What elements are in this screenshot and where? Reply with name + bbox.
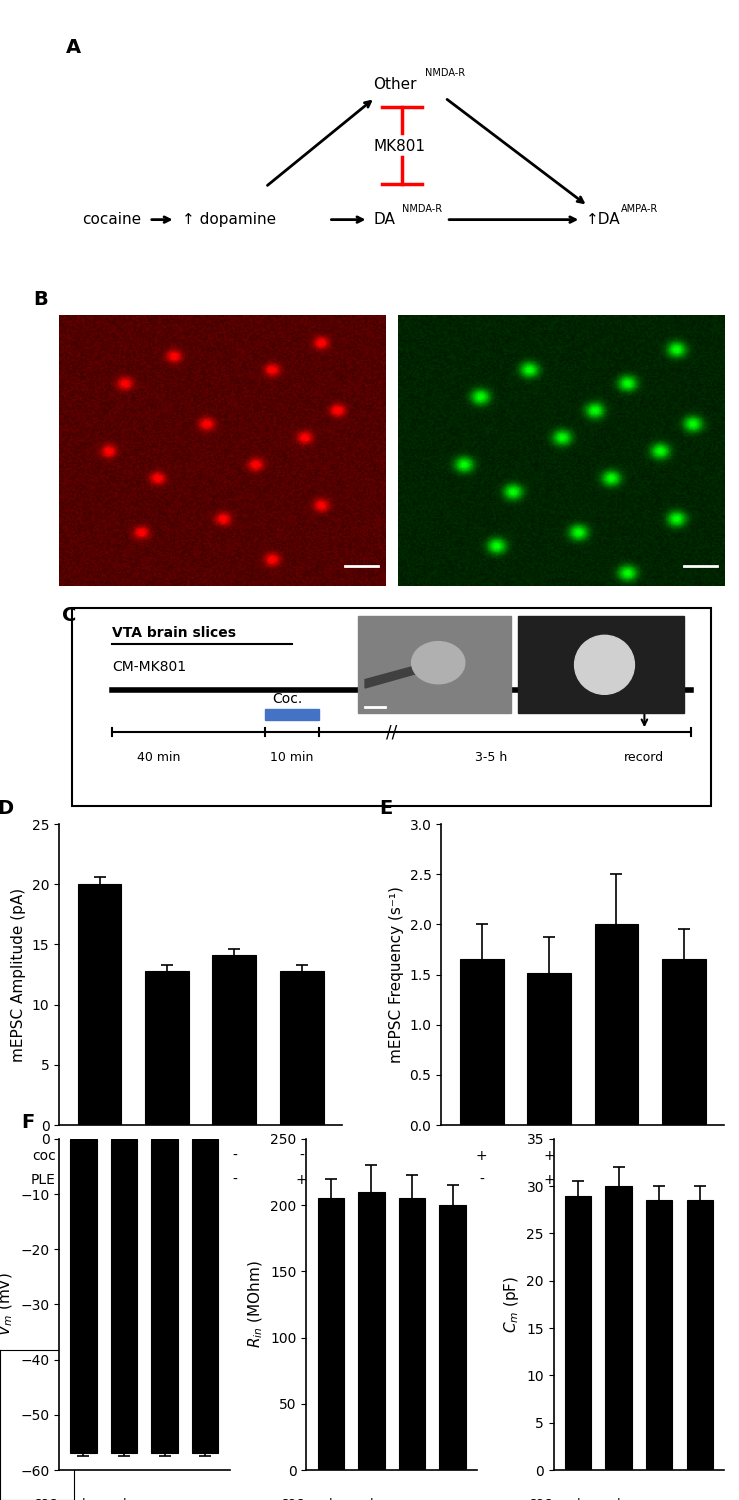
Text: -: -	[299, 1149, 304, 1162]
Bar	[318, 1198, 344, 1470]
Text: cocaine: cocaine	[83, 211, 142, 226]
Bar	[265, 710, 319, 720]
Text: +: +	[296, 1173, 307, 1186]
Text: B: B	[33, 291, 48, 309]
Text: +: +	[78, 1497, 89, 1500]
Bar	[192, 1138, 219, 1454]
Text: -: -	[97, 1173, 102, 1186]
Text: MK801: MK801	[373, 140, 425, 154]
Ellipse shape	[412, 642, 465, 684]
Text: +: +	[543, 1173, 555, 1186]
Text: +: +	[678, 1173, 689, 1186]
Y-axis label: $R_{in}$ (MOhm): $R_{in}$ (MOhm)	[246, 1260, 265, 1348]
Text: NMDA-R: NMDA-R	[402, 204, 442, 214]
Bar	[280, 970, 324, 1125]
Text: -: -	[681, 1149, 687, 1162]
Text: D: D	[0, 800, 13, 818]
Bar	[358, 616, 511, 714]
Ellipse shape	[575, 636, 634, 694]
Text: PLE: PLE	[413, 1173, 437, 1186]
Bar	[460, 960, 503, 1125]
Polygon shape	[365, 668, 425, 688]
Bar	[151, 1138, 178, 1454]
Y-axis label: $V_{m}$ (mV): $V_{m}$ (mV)	[0, 1272, 15, 1336]
Text: record: record	[624, 752, 664, 764]
Bar	[358, 1192, 384, 1470]
Text: +: +	[613, 1497, 624, 1500]
Text: 3-5 h: 3-5 h	[475, 752, 508, 764]
Bar	[70, 1138, 97, 1454]
Text: +: +	[118, 1497, 130, 1500]
Text: C: C	[62, 606, 77, 625]
Y-axis label: mEPSC Amplitude (pA): mEPSC Amplitude (pA)	[11, 888, 26, 1062]
Text: NMDA-R: NMDA-R	[425, 69, 465, 78]
Text: coc: coc	[528, 1497, 551, 1500]
Text: A: A	[66, 38, 81, 57]
Text: -: -	[614, 1173, 619, 1186]
Bar	[111, 1138, 137, 1454]
Text: Other: Other	[373, 76, 417, 92]
Y-axis label: $C_{m}$ (pF): $C_{m}$ (pF)	[502, 1276, 521, 1334]
Text: 40 min: 40 min	[137, 752, 180, 764]
Text: -: -	[450, 1497, 455, 1500]
Bar	[605, 1186, 632, 1470]
Y-axis label: mEPSC Frequency (s⁻¹): mEPSC Frequency (s⁻¹)	[389, 886, 404, 1064]
Text: coc: coc	[281, 1497, 304, 1500]
Text: +: +	[476, 1149, 488, 1162]
Text: coc: coc	[32, 1149, 55, 1162]
Bar	[687, 1200, 713, 1470]
Bar	[594, 924, 638, 1125]
Text: +: +	[572, 1497, 584, 1500]
Bar	[212, 956, 256, 1125]
Bar	[518, 616, 684, 714]
Bar	[565, 1196, 591, 1470]
Bar	[440, 1204, 466, 1470]
Bar	[78, 884, 121, 1125]
Text: CM-MK801: CM-MK801	[112, 660, 186, 674]
Bar	[662, 960, 706, 1125]
Text: +: +	[543, 1149, 555, 1162]
Text: coc: coc	[33, 1497, 57, 1500]
Text: -: -	[232, 1173, 236, 1186]
Text: -: -	[657, 1497, 661, 1500]
Text: ↑ dopamine: ↑ dopamine	[183, 211, 276, 226]
Text: F: F	[21, 1113, 35, 1132]
Text: -: -	[698, 1497, 702, 1500]
Text: 10 min: 10 min	[270, 752, 313, 764]
Text: DA: DA	[373, 211, 395, 226]
Text: E: E	[379, 800, 392, 818]
Text: +: +	[94, 1149, 106, 1162]
Bar	[145, 970, 189, 1125]
Text: -: -	[614, 1149, 619, 1162]
Bar	[646, 1200, 672, 1470]
Text: PLE: PLE	[31, 1173, 55, 1186]
Text: AMPA-R: AMPA-R	[621, 204, 658, 214]
Text: coc: coc	[414, 1149, 437, 1162]
Text: -: -	[479, 1173, 484, 1186]
Text: +: +	[161, 1173, 173, 1186]
Text: ↑DA: ↑DA	[586, 211, 621, 226]
Text: -: -	[409, 1497, 415, 1500]
Text: +: +	[366, 1497, 377, 1500]
Bar	[399, 1198, 425, 1470]
Text: -: -	[163, 1497, 167, 1500]
Text: VTA brain slices: VTA brain slices	[112, 626, 236, 640]
Bar	[527, 972, 571, 1125]
Text: -: -	[232, 1149, 236, 1162]
FancyBboxPatch shape	[72, 608, 711, 806]
Text: //: //	[386, 723, 398, 741]
Text: Coc.: Coc.	[272, 692, 302, 705]
Text: +: +	[161, 1149, 173, 1162]
Text: -: -	[203, 1497, 208, 1500]
Text: +: +	[325, 1497, 336, 1500]
